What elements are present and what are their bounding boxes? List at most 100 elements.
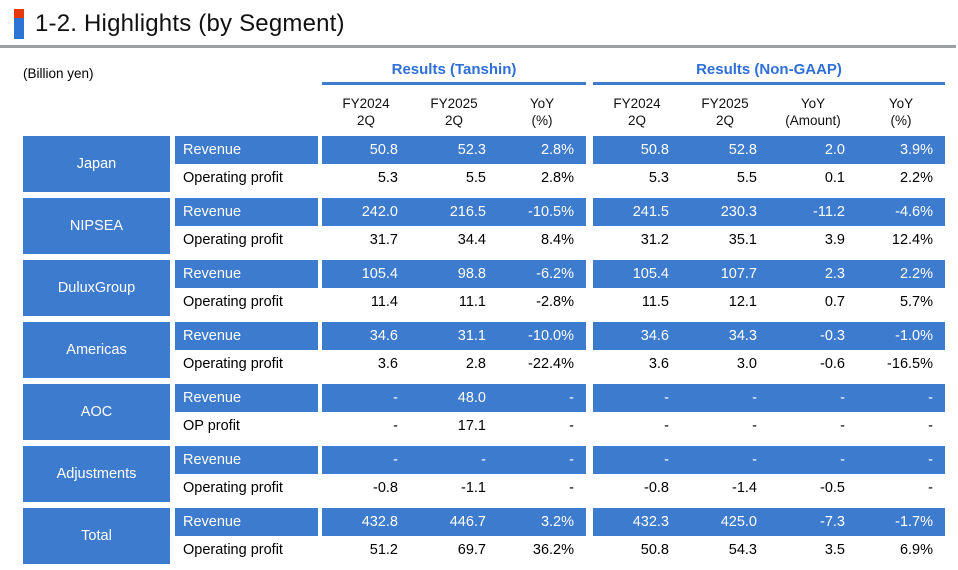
value-cell-tanshin: 51.2 [369,542,398,558]
value-cell-tanshin: 2.8 [465,356,486,372]
value-cell-nongaap: 54.3 [728,542,757,558]
value-cell-nongaap: 230.3 [681,198,769,226]
group-header-tanshin: Results (Tanshin) [322,61,586,85]
row-label: Revenue [175,384,318,412]
value-cell-nongaap: -1.7% [857,508,945,536]
value-cell-tanshin: - [498,384,586,412]
value-cell-nongaap: 3.9% [857,136,945,164]
row-label: Operating profit [183,232,283,248]
value-cell-nongaap: 34.3 [681,322,769,350]
value-cell-nongaap: - [857,446,945,474]
value-cell-tanshin: 242.0 [322,198,410,226]
page-title: 1-2. Highlights (by Segment) [35,9,345,37]
value-cell-nongaap: 2.3 [769,260,857,288]
value-cell-tanshin: 432.8 [322,508,410,536]
value-cell-nongaap: -16.5% [887,356,933,372]
segment-name: AOC [23,384,170,440]
value-cell-nongaap: 12.4% [891,232,933,248]
column-header-row: FY2024 2Q FY2025 2Q YoY (%) FY2024 2Q FY2025 2Q Yo… [23,93,958,132]
value-cell-nongaap: -1.0% [857,322,945,350]
value-cell-nongaap: 0.1 [824,170,845,186]
value-cell-tanshin: 52.3 [410,136,498,164]
col-header-tanshin-3: YoY (%) [529,96,555,128]
value-cell-tanshin: - [410,446,498,474]
row-label: Operating profit [183,356,283,372]
value-cell-nongaap: 50.8 [640,542,669,558]
value-cell-nongaap: 2.0 [769,136,857,164]
value-cell-nongaap: 2.2% [899,170,933,186]
value-cell-tanshin: 105.4 [322,260,410,288]
value-cell-nongaap: - [840,418,845,434]
segment-block-japan: Japan Revenue 50.8 52.3 2.8% 50.8 52.8 2.0 3.9% O… [23,136,958,192]
row-label: Operating profit [183,294,283,310]
table-body: Japan Revenue 50.8 52.3 2.8% 50.8 52.8 2.0 3.9% O… [23,136,958,564]
value-cell-nongaap: - [681,446,769,474]
value-cell-nongaap: 3.5 [824,542,845,558]
value-cell-nongaap: -1.4 [732,480,757,496]
value-cell-nongaap: 6.9% [899,542,933,558]
row-label: Revenue [175,260,318,288]
row-label: Revenue [175,322,318,350]
value-cell-tanshin: 50.8 [322,136,410,164]
value-cell-nongaap: -7.3 [769,508,857,536]
value-cell-nongaap: 11.5 [641,294,669,310]
value-cell-tanshin: 48.0 [410,384,498,412]
value-cell-nongaap: 52.8 [681,136,769,164]
row-label: Revenue [175,198,318,226]
value-cell-tanshin: -0.8 [373,480,398,496]
value-cell-tanshin: - [569,418,574,434]
value-cell-nongaap: 0.7 [824,294,845,310]
col-header-nongaap-1: FY2024 2Q [613,96,661,128]
row-label: Revenue [175,446,318,474]
value-cell-nongaap: - [664,418,669,434]
value-cell-nongaap: - [752,418,757,434]
value-cell-tanshin: -22.4% [528,356,574,372]
value-cell-tanshin: 31.1 [410,322,498,350]
value-cell-nongaap: 3.0 [736,356,757,372]
col-header-tanshin-2: FY2025 2Q [430,96,478,128]
group-header-nongaap: Results (Non-GAAP) [593,61,945,85]
segment-block-total: Total Revenue 432.8 446.7 3.2% 432.3 425.0 -7.3… [23,508,958,564]
segment-name: Americas [23,322,170,378]
col-header-nongaap-4: YoY (%) [888,96,914,128]
table-header-band: (Billion yen) Results (Tanshin) Results … [23,61,958,85]
value-cell-tanshin: - [322,446,410,474]
value-cell-tanshin: 5.5 [465,170,486,186]
value-cell-nongaap: - [769,384,857,412]
value-cell-tanshin: -2.8% [536,294,574,310]
value-cell-tanshin: 69.7 [457,542,486,558]
value-cell-nongaap: 241.5 [593,198,681,226]
value-cell-nongaap: -0.6 [820,356,845,372]
value-cell-tanshin: 5.3 [377,170,398,186]
title-accent-bar-icon [14,8,24,39]
value-cell-nongaap: 12.1 [728,294,757,310]
value-cell-tanshin: 11.1 [458,294,486,310]
value-cell-tanshin: 216.5 [410,198,498,226]
value-cell-tanshin: 17.1 [457,418,486,434]
segment-results-table: (Billion yen) Results (Tanshin) Results … [0,61,958,564]
value-cell-nongaap: - [593,384,681,412]
value-cell-nongaap: - [769,446,857,474]
segment-block-nipsea: NIPSEA Revenue 242.0 216.5 -10.5% 241.5 230.3-… [23,198,958,254]
value-cell-tanshin: 2.8% [540,170,574,186]
value-cell-nongaap: 5.3 [648,170,669,186]
col-header-nongaap-2: FY2025 2Q [701,96,749,128]
segment-block-duluxgroup: DuluxGroup Revenue 105.4 98.8 -6.2% 105.4 107.… [23,260,958,316]
value-cell-tanshin: 98.8 [410,260,498,288]
segment-block-americas: Americas Revenue 34.6 31.1 -10.0% 34.6 34.3 -0.… [23,322,958,378]
value-cell-tanshin: - [322,384,410,412]
value-cell-nongaap: - [593,446,681,474]
value-cell-nongaap: 35.1 [728,232,757,248]
row-label: Revenue [175,136,318,164]
row-label: OP profit [183,418,240,434]
value-cell-tanshin: -1.1 [461,480,486,496]
slide-header: 1-2. Highlights (by Segment) [0,0,958,48]
value-cell-tanshin: - [498,446,586,474]
value-cell-tanshin: 34.4 [457,232,486,248]
title-row: 1-2. Highlights (by Segment) [0,0,958,40]
col-header-nongaap-3: YoY (Amount) [785,96,841,128]
value-cell-nongaap: 425.0 [681,508,769,536]
value-cell-tanshin: -10.0% [498,322,586,350]
value-cell-nongaap: - [857,384,945,412]
value-cell-tanshin: 31.7 [369,232,398,248]
